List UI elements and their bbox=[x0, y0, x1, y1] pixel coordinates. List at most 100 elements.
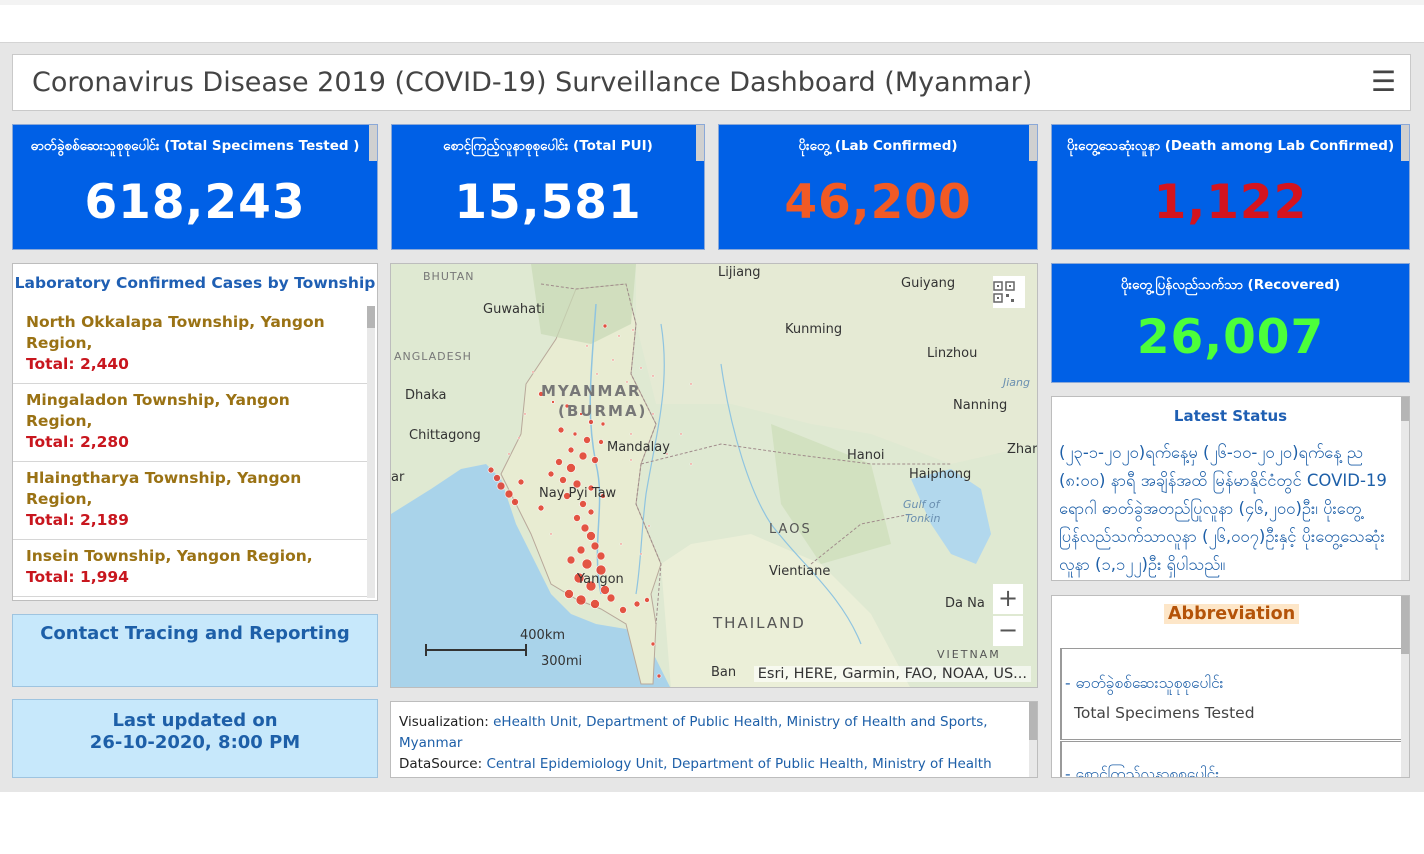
case-marker[interactable] bbox=[549, 532, 553, 536]
scrollbar-thumb[interactable] bbox=[1401, 596, 1409, 654]
card-scrollbar[interactable] bbox=[369, 125, 377, 161]
case-marker[interactable] bbox=[567, 446, 575, 454]
case-marker[interactable] bbox=[651, 412, 655, 416]
case-marker[interactable] bbox=[595, 564, 607, 576]
case-marker[interactable] bbox=[517, 436, 521, 440]
case-marker[interactable] bbox=[629, 458, 633, 462]
case-marker[interactable] bbox=[606, 593, 616, 603]
case-marker[interactable] bbox=[511, 498, 519, 506]
case-marker[interactable] bbox=[679, 432, 683, 436]
case-marker[interactable] bbox=[575, 594, 587, 606]
case-marker[interactable] bbox=[583, 436, 591, 444]
case-marker[interactable] bbox=[586, 531, 596, 541]
case-marker[interactable] bbox=[504, 489, 514, 499]
case-marker[interactable] bbox=[581, 558, 593, 570]
case-marker[interactable] bbox=[600, 493, 606, 499]
case-marker[interactable] bbox=[617, 334, 621, 338]
case-marker[interactable] bbox=[547, 470, 555, 478]
case-marker[interactable] bbox=[566, 555, 576, 565]
case-markers[interactable] bbox=[487, 323, 693, 679]
list-item[interactable]: Mingaladon Township, Yangon Region, Tota… bbox=[13, 384, 369, 462]
case-marker[interactable] bbox=[576, 545, 586, 555]
map-canvas[interactable] bbox=[391, 264, 1038, 688]
scrollbar-thumb[interactable] bbox=[367, 306, 375, 328]
case-marker[interactable] bbox=[665, 452, 669, 456]
case-marker[interactable] bbox=[579, 412, 583, 416]
case-marker[interactable] bbox=[656, 673, 662, 679]
case-marker[interactable] bbox=[578, 451, 588, 461]
case-marker[interactable] bbox=[644, 597, 650, 603]
case-marker[interactable] bbox=[631, 328, 635, 332]
card-scrollbar[interactable] bbox=[696, 125, 704, 161]
case-marker[interactable] bbox=[588, 419, 594, 425]
case-marker[interactable] bbox=[563, 492, 571, 500]
zoom-out-button[interactable]: − bbox=[993, 616, 1023, 646]
case-marker[interactable] bbox=[496, 481, 506, 491]
case-marker[interactable] bbox=[487, 466, 495, 474]
case-marker[interactable] bbox=[590, 599, 600, 609]
case-marker[interactable] bbox=[591, 456, 599, 464]
viz-value[interactable]: eHealth Unit, Department of Public Healt… bbox=[399, 714, 988, 751]
list-item[interactable]: Insein Township, Yangon Region, Total: 1… bbox=[13, 540, 369, 597]
scrollbar-thumb[interactable] bbox=[1401, 397, 1409, 421]
zoom-in-button[interactable]: + bbox=[993, 584, 1023, 614]
case-marker[interactable] bbox=[600, 421, 606, 427]
case-marker[interactable] bbox=[611, 358, 615, 362]
credits-scrollbar[interactable] bbox=[1029, 702, 1037, 777]
qr-code-icon[interactable] bbox=[993, 276, 1025, 308]
case-marker[interactable] bbox=[523, 412, 527, 416]
case-marker[interactable] bbox=[590, 541, 600, 551]
case-marker[interactable] bbox=[598, 439, 604, 445]
case-marker[interactable] bbox=[619, 606, 627, 614]
case-marker[interactable] bbox=[647, 524, 651, 528]
case-marker[interactable] bbox=[557, 426, 565, 434]
case-marker[interactable] bbox=[559, 476, 567, 484]
case-marker[interactable] bbox=[621, 392, 625, 396]
case-marker[interactable] bbox=[580, 523, 590, 533]
card-scrollbar[interactable] bbox=[1029, 125, 1037, 161]
case-marker[interactable] bbox=[689, 382, 693, 386]
township-scrollbar[interactable] bbox=[367, 306, 375, 598]
contact-tracing-button[interactable]: Contact Tracing and Reporting bbox=[12, 614, 378, 687]
case-marker[interactable] bbox=[551, 400, 555, 404]
case-marker[interactable] bbox=[564, 589, 574, 599]
case-marker[interactable] bbox=[595, 372, 599, 376]
case-marker[interactable] bbox=[650, 641, 656, 647]
case-marker[interactable] bbox=[507, 452, 511, 456]
case-marker[interactable] bbox=[585, 580, 597, 592]
abbreviation-scrollbar[interactable] bbox=[1401, 596, 1409, 777]
case-marker[interactable] bbox=[572, 479, 582, 489]
case-marker[interactable] bbox=[651, 374, 655, 378]
card-scrollbar[interactable] bbox=[1401, 125, 1409, 161]
case-marker[interactable] bbox=[572, 431, 578, 437]
case-marker[interactable] bbox=[585, 344, 589, 348]
case-marker[interactable] bbox=[587, 508, 595, 516]
case-marker[interactable] bbox=[566, 463, 576, 473]
township-list[interactable]: North Okkalapa Township, Yangon Region, … bbox=[13, 306, 369, 598]
case-marker[interactable] bbox=[538, 391, 544, 397]
case-marker[interactable] bbox=[639, 552, 643, 556]
case-marker[interactable] bbox=[587, 484, 595, 492]
scrollbar-thumb[interactable] bbox=[1029, 702, 1037, 740]
case-marker[interactable] bbox=[689, 462, 693, 466]
case-marker[interactable] bbox=[555, 458, 563, 466]
case-marker[interactable] bbox=[596, 551, 606, 561]
case-marker[interactable] bbox=[517, 478, 525, 486]
latest-scrollbar[interactable] bbox=[1401, 397, 1409, 580]
case-marker[interactable] bbox=[602, 323, 608, 329]
case-marker[interactable] bbox=[531, 370, 535, 374]
case-marker[interactable] bbox=[639, 366, 643, 370]
case-marker[interactable] bbox=[564, 403, 570, 409]
map-attribution[interactable]: Esri, HERE, Garmin, FAO, NOAA, US... bbox=[753, 666, 1031, 682]
case-marker[interactable] bbox=[579, 500, 587, 508]
hamburger-menu-icon[interactable]: ☰ bbox=[1370, 65, 1396, 98]
list-item[interactable]: North Okkalapa Township, Yangon Region, … bbox=[13, 306, 369, 384]
case-marker[interactable] bbox=[633, 600, 641, 608]
case-marker[interactable] bbox=[573, 572, 585, 584]
case-marker[interactable] bbox=[619, 542, 623, 546]
map-view[interactable]: BHUTAN Lijiang Guiyang Guwahati Kunming … bbox=[390, 263, 1038, 688]
case-marker[interactable] bbox=[493, 474, 501, 482]
case-marker[interactable] bbox=[600, 585, 610, 595]
case-marker[interactable] bbox=[629, 432, 633, 436]
datasource-value[interactable]: Central Epidemiology Unit, Department of… bbox=[486, 756, 992, 772]
